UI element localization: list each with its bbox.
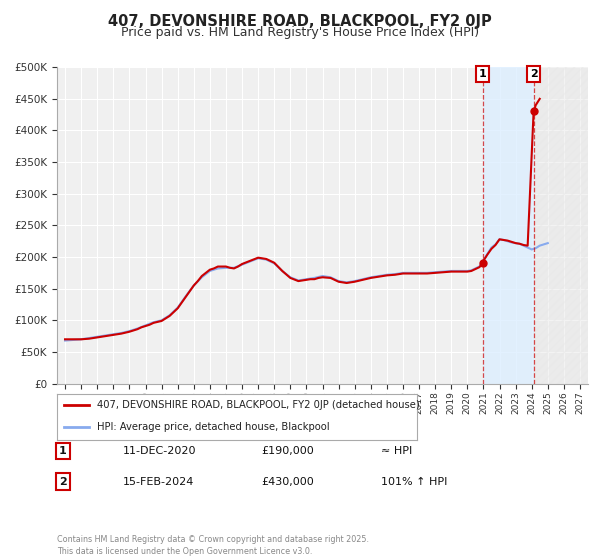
Text: 15-FEB-2024: 15-FEB-2024	[123, 477, 194, 487]
Bar	[533, 67, 588, 384]
Text: 407, DEVONSHIRE ROAD, BLACKPOOL, FY2 0JP (detached house): 407, DEVONSHIRE ROAD, BLACKPOOL, FY2 0JP…	[97, 400, 419, 410]
Text: 2: 2	[530, 69, 538, 79]
Text: £190,000: £190,000	[261, 446, 314, 456]
Text: 11-DEC-2020: 11-DEC-2020	[123, 446, 197, 456]
Text: 101% ↑ HPI: 101% ↑ HPI	[381, 477, 448, 487]
Text: Price paid vs. HM Land Registry's House Price Index (HPI): Price paid vs. HM Land Registry's House …	[121, 26, 479, 39]
Text: Contains HM Land Registry data © Crown copyright and database right 2025.
This d: Contains HM Land Registry data © Crown c…	[57, 535, 369, 556]
Bar	[482, 67, 533, 384]
Text: 407, DEVONSHIRE ROAD, BLACKPOOL, FY2 0JP: 407, DEVONSHIRE ROAD, BLACKPOOL, FY2 0JP	[108, 14, 492, 29]
Text: HPI: Average price, detached house, Blackpool: HPI: Average price, detached house, Blac…	[97, 422, 329, 432]
Text: £430,000: £430,000	[261, 477, 314, 487]
Text: ≈ HPI: ≈ HPI	[381, 446, 412, 456]
Text: 1: 1	[59, 446, 67, 456]
Text: 2: 2	[59, 477, 67, 487]
Text: 1: 1	[479, 69, 487, 79]
